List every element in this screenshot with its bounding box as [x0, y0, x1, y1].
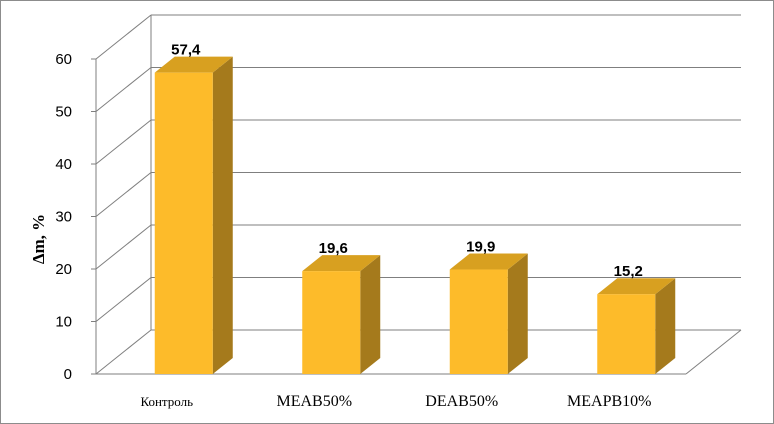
y-tick-label: 10: [55, 314, 72, 331]
y-tick-label: 20: [55, 261, 72, 278]
x-category-label-1: MEAB50%: [276, 393, 352, 410]
bar-3: [597, 278, 676, 374]
gridline-10: [95, 277, 741, 322]
x-category-label-2: DEAB50%: [425, 393, 498, 410]
bar-front-face: [154, 72, 213, 375]
bar-1: [302, 255, 381, 374]
bar-2: [449, 253, 528, 374]
data-label-2: 19,9: [466, 239, 495, 256]
y-tick-label: 50: [55, 104, 72, 121]
y-tick-label: 40: [55, 156, 72, 173]
y-tick-label: 60: [55, 51, 72, 68]
data-label-1: 19,6: [319, 240, 348, 257]
x-category-label-3: MEAPB10%: [567, 393, 651, 410]
bar-front-face: [302, 271, 361, 374]
data-label-0: 57,4: [171, 42, 201, 59]
bar-top-face: [597, 278, 676, 295]
y-tick-label: 30: [55, 209, 72, 226]
bar-side-face: [655, 278, 676, 374]
bar-0: [154, 56, 233, 375]
gridline-50: [95, 67, 741, 112]
bar-top-face: [302, 255, 381, 272]
gridline-60: [95, 14, 741, 60]
bar-side-face: [212, 56, 233, 375]
bar-side-face: [507, 253, 528, 374]
bar-front-face: [597, 294, 656, 374]
gridline-20: [95, 224, 741, 270]
gridline-40: [95, 119, 741, 165]
bar-front-face: [449, 269, 508, 374]
gridline-30: [95, 172, 741, 217]
bar-top-face: [449, 253, 528, 270]
y-axis-title: Δm, %: [29, 214, 48, 264]
x-category-label-0: Контроль: [140, 394, 193, 409]
bar-top-face: [154, 56, 233, 73]
floor-right-edge: [685, 329, 742, 375]
data-label-3: 15,2: [614, 263, 643, 280]
bar-side-face: [360, 255, 381, 374]
y-tick-label: 0: [64, 366, 72, 383]
